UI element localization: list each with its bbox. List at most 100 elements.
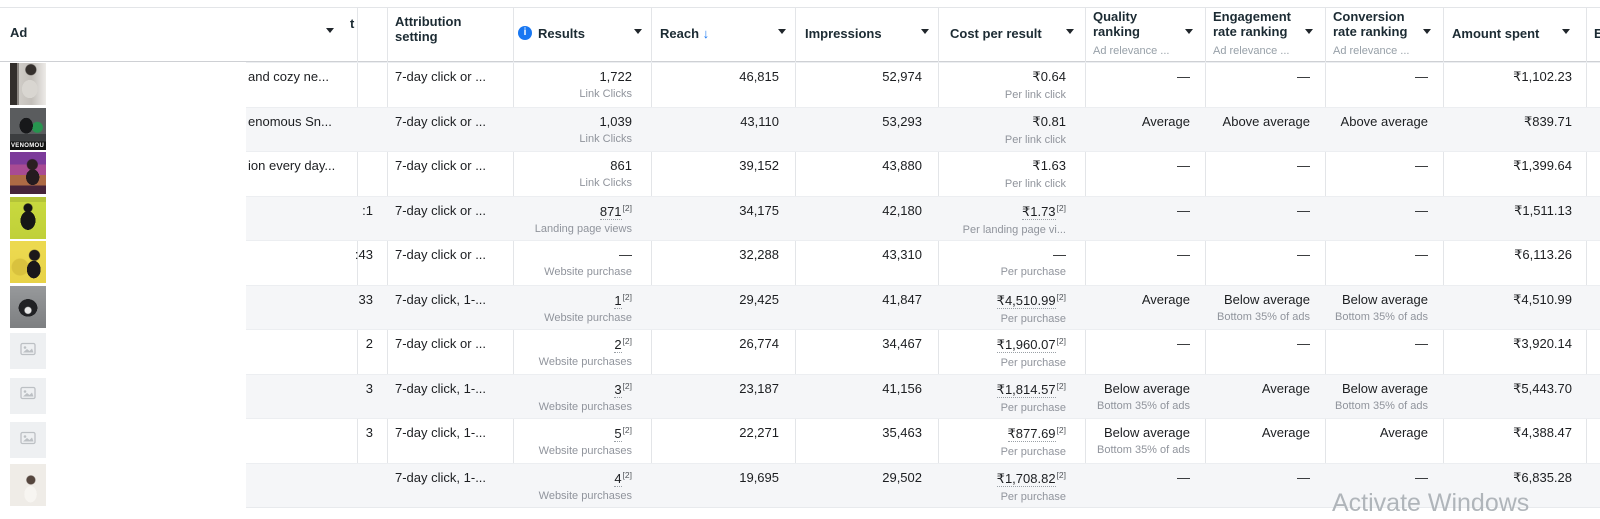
conversion-rate-ranking-value: Below average	[1342, 291, 1428, 307]
results-sublabel: Website purchases	[538, 400, 632, 413]
results-value[interactable]: 5	[614, 426, 622, 443]
ad-name-value[interactable]: enomous Sn...	[248, 113, 332, 129]
ad-thumbnail[interactable]	[10, 333, 46, 369]
cost-per-result-value[interactable]: ₹1,960.07	[996, 337, 1056, 354]
amount-spent-header[interactable]: Amount spent	[1452, 26, 1540, 41]
ad-thumbnail[interactable]	[10, 241, 46, 283]
cost-per-result[interactable]: — Per purchase	[944, 247, 1066, 278]
covered-column-value-tail: 2	[340, 336, 373, 351]
results-value[interactable]: 2	[614, 337, 622, 354]
cost-per-result[interactable]: ₹1,708.82[2] Per purchase	[944, 470, 1066, 503]
results[interactable]: 1[2] Website purchase	[515, 292, 632, 324]
cost-per-result[interactable]: ₹877.69[2] Per purchase	[944, 425, 1066, 458]
ad-name-value[interactable]: and cozy ne...	[248, 69, 329, 84]
ad-sort-caret-icon[interactable]	[326, 28, 334, 33]
cost-per-result-value[interactable]: ₹1.63	[1032, 158, 1066, 173]
cost-per-result-value[interactable]: ₹1.73	[1021, 203, 1056, 220]
table-row[interactable]: 33 7-day click, 1-... 1[2] Website purchase…	[0, 284, 1600, 329]
next-column-header-partial: E	[1594, 26, 1600, 41]
impressions: 41,156	[798, 381, 922, 396]
engagement-ranking-header[interactable]: Engagement rate ranking	[1213, 9, 1292, 39]
table-row[interactable]: ion every day... 7-day click or ... 861 Lin…	[0, 151, 1600, 196]
ad-name[interactable]: enomous Sn...	[248, 114, 348, 129]
results[interactable]: 861 Link Clicks	[515, 158, 632, 189]
results-value[interactable]: 871	[599, 203, 622, 220]
reach: 32,288	[655, 247, 779, 262]
column-divider	[1325, 7, 1326, 507]
ad-thumbnail[interactable]	[10, 196, 46, 239]
cost-per-result-caret-icon[interactable]	[1066, 29, 1074, 34]
table-row[interactable]: and cozy ne... 7-day click or ... 1,722 Lin…	[0, 62, 1600, 107]
cost-per-result[interactable]: ₹1.73[2] Per landing page vi...	[944, 203, 1066, 236]
cost-per-result-value[interactable]: —	[1053, 247, 1066, 262]
results-value[interactable]: 3	[614, 381, 622, 398]
table-row[interactable]: :1 7-day click or ... 871[2] Landing page v…	[0, 195, 1600, 240]
row-stripe	[246, 284, 1600, 329]
cost-per-result[interactable]: ₹1,814.57[2] Per purchase	[944, 381, 1066, 414]
cost-per-result[interactable]: ₹1.63 Per link click	[944, 158, 1066, 190]
ad-column-header[interactable]: Ad	[10, 25, 28, 40]
amount-spent-caret-icon[interactable]	[1562, 29, 1570, 34]
ad-thumbnail[interactable]	[10, 285, 46, 328]
results[interactable]: 871[2] Landing page views	[515, 203, 632, 235]
results[interactable]: 4[2] Website purchases	[515, 470, 632, 502]
results[interactable]: 5[2] Website purchases	[515, 425, 632, 457]
ad-name-value[interactable]: ion every day...	[248, 158, 336, 173]
ad-name[interactable]: ion every day...	[248, 158, 348, 173]
results[interactable]: 2[2] Website purchases	[515, 336, 632, 368]
engagement-rate-ranking: Average	[1208, 425, 1310, 440]
table-row[interactable]: 2 7-day click or ... 2[2] Website purchases…	[0, 329, 1600, 374]
table-row[interactable]: :43 7-day click or ... — Website purchase 32…	[0, 240, 1600, 285]
cost-per-result-header[interactable]: Cost per result	[950, 26, 1042, 41]
table-row[interactable]: VENOMOU enomous Sn... 7-day click or ... 1,…	[0, 106, 1600, 151]
impressions-caret-icon[interactable]	[921, 29, 929, 34]
reach-value: 23,187	[739, 380, 779, 396]
conversion-ranking-header[interactable]: Conversion rate ranking	[1333, 9, 1408, 39]
results[interactable]: 1,722 Link Clicks	[515, 69, 632, 100]
table-row[interactable]: 3 7-day click, 1-... 5[2] Website purchases…	[0, 418, 1600, 463]
engagement-ranking-caret-icon[interactable]	[1305, 29, 1313, 34]
results[interactable]: — Website purchase	[515, 247, 632, 278]
column-divider	[1085, 7, 1086, 507]
covered-column-value-tail-value: 3	[365, 380, 373, 396]
cost-per-result-value[interactable]: ₹4,510.99	[996, 292, 1056, 309]
table-row[interactable]: 3 7-day click, 1-... 3[2] Website purchases…	[0, 373, 1600, 418]
ad-thumbnail[interactable]	[10, 377, 46, 414]
results-header[interactable]: Results	[538, 26, 585, 41]
results-value[interactable]: 1,722	[599, 69, 632, 84]
cost-per-result[interactable]: ₹1,960.07[2] Per purchase	[944, 336, 1066, 369]
results-value[interactable]: —	[619, 247, 632, 262]
results-info-icon[interactable]: i	[518, 26, 532, 40]
ad-thumbnail[interactable]	[10, 63, 46, 105]
cost-per-result[interactable]: ₹4,510.99[2] Per purchase	[944, 292, 1066, 325]
impressions: 52,974	[798, 69, 922, 84]
quality-ranking-caret-icon[interactable]	[1185, 29, 1193, 34]
ad-thumbnail[interactable]	[10, 422, 46, 458]
attribution-setting-header[interactable]: Attribution setting	[395, 14, 462, 44]
ad-thumbnail[interactable]	[10, 152, 46, 194]
results[interactable]: 1,039 Link Clicks	[515, 114, 632, 145]
reach-caret-icon[interactable]	[778, 29, 786, 34]
ad-name[interactable]: and cozy ne...	[248, 69, 348, 84]
results-value[interactable]: 861	[610, 158, 632, 173]
row-divider	[246, 106, 1600, 108]
cost-per-result-value[interactable]: ₹1,708.82	[996, 470, 1056, 487]
results[interactable]: 3[2] Website purchases	[515, 381, 632, 413]
conversion-ranking-caret-icon[interactable]	[1423, 29, 1431, 34]
results-value[interactable]: 1	[614, 292, 622, 309]
cost-per-result-value[interactable]: ₹877.69	[1007, 426, 1056, 443]
table-row[interactable]: 7-day click, 1-... 4[2] Website purchases 1…	[0, 462, 1600, 507]
cost-per-result-value[interactable]: ₹1,814.57	[996, 381, 1056, 398]
ad-thumbnail[interactable]: VENOMOU	[10, 107, 46, 150]
reach-header[interactable]: Reach ↓	[660, 26, 710, 41]
ad-thumbnail[interactable]	[10, 463, 46, 506]
cost-per-result[interactable]: ₹0.64 Per link click	[944, 69, 1066, 101]
results-value[interactable]: 4	[614, 470, 622, 487]
cost-per-result[interactable]: ₹0.81 Per link click	[944, 114, 1066, 146]
results-caret-icon[interactable]	[634, 29, 642, 34]
cost-per-result-value[interactable]: ₹0.81	[1032, 113, 1066, 129]
results-value[interactable]: 1,039	[599, 113, 632, 129]
impressions-header[interactable]: Impressions	[805, 26, 882, 41]
quality-ranking-header[interactable]: Quality ranking	[1093, 9, 1140, 39]
cost-per-result-value[interactable]: ₹0.64	[1032, 69, 1066, 84]
